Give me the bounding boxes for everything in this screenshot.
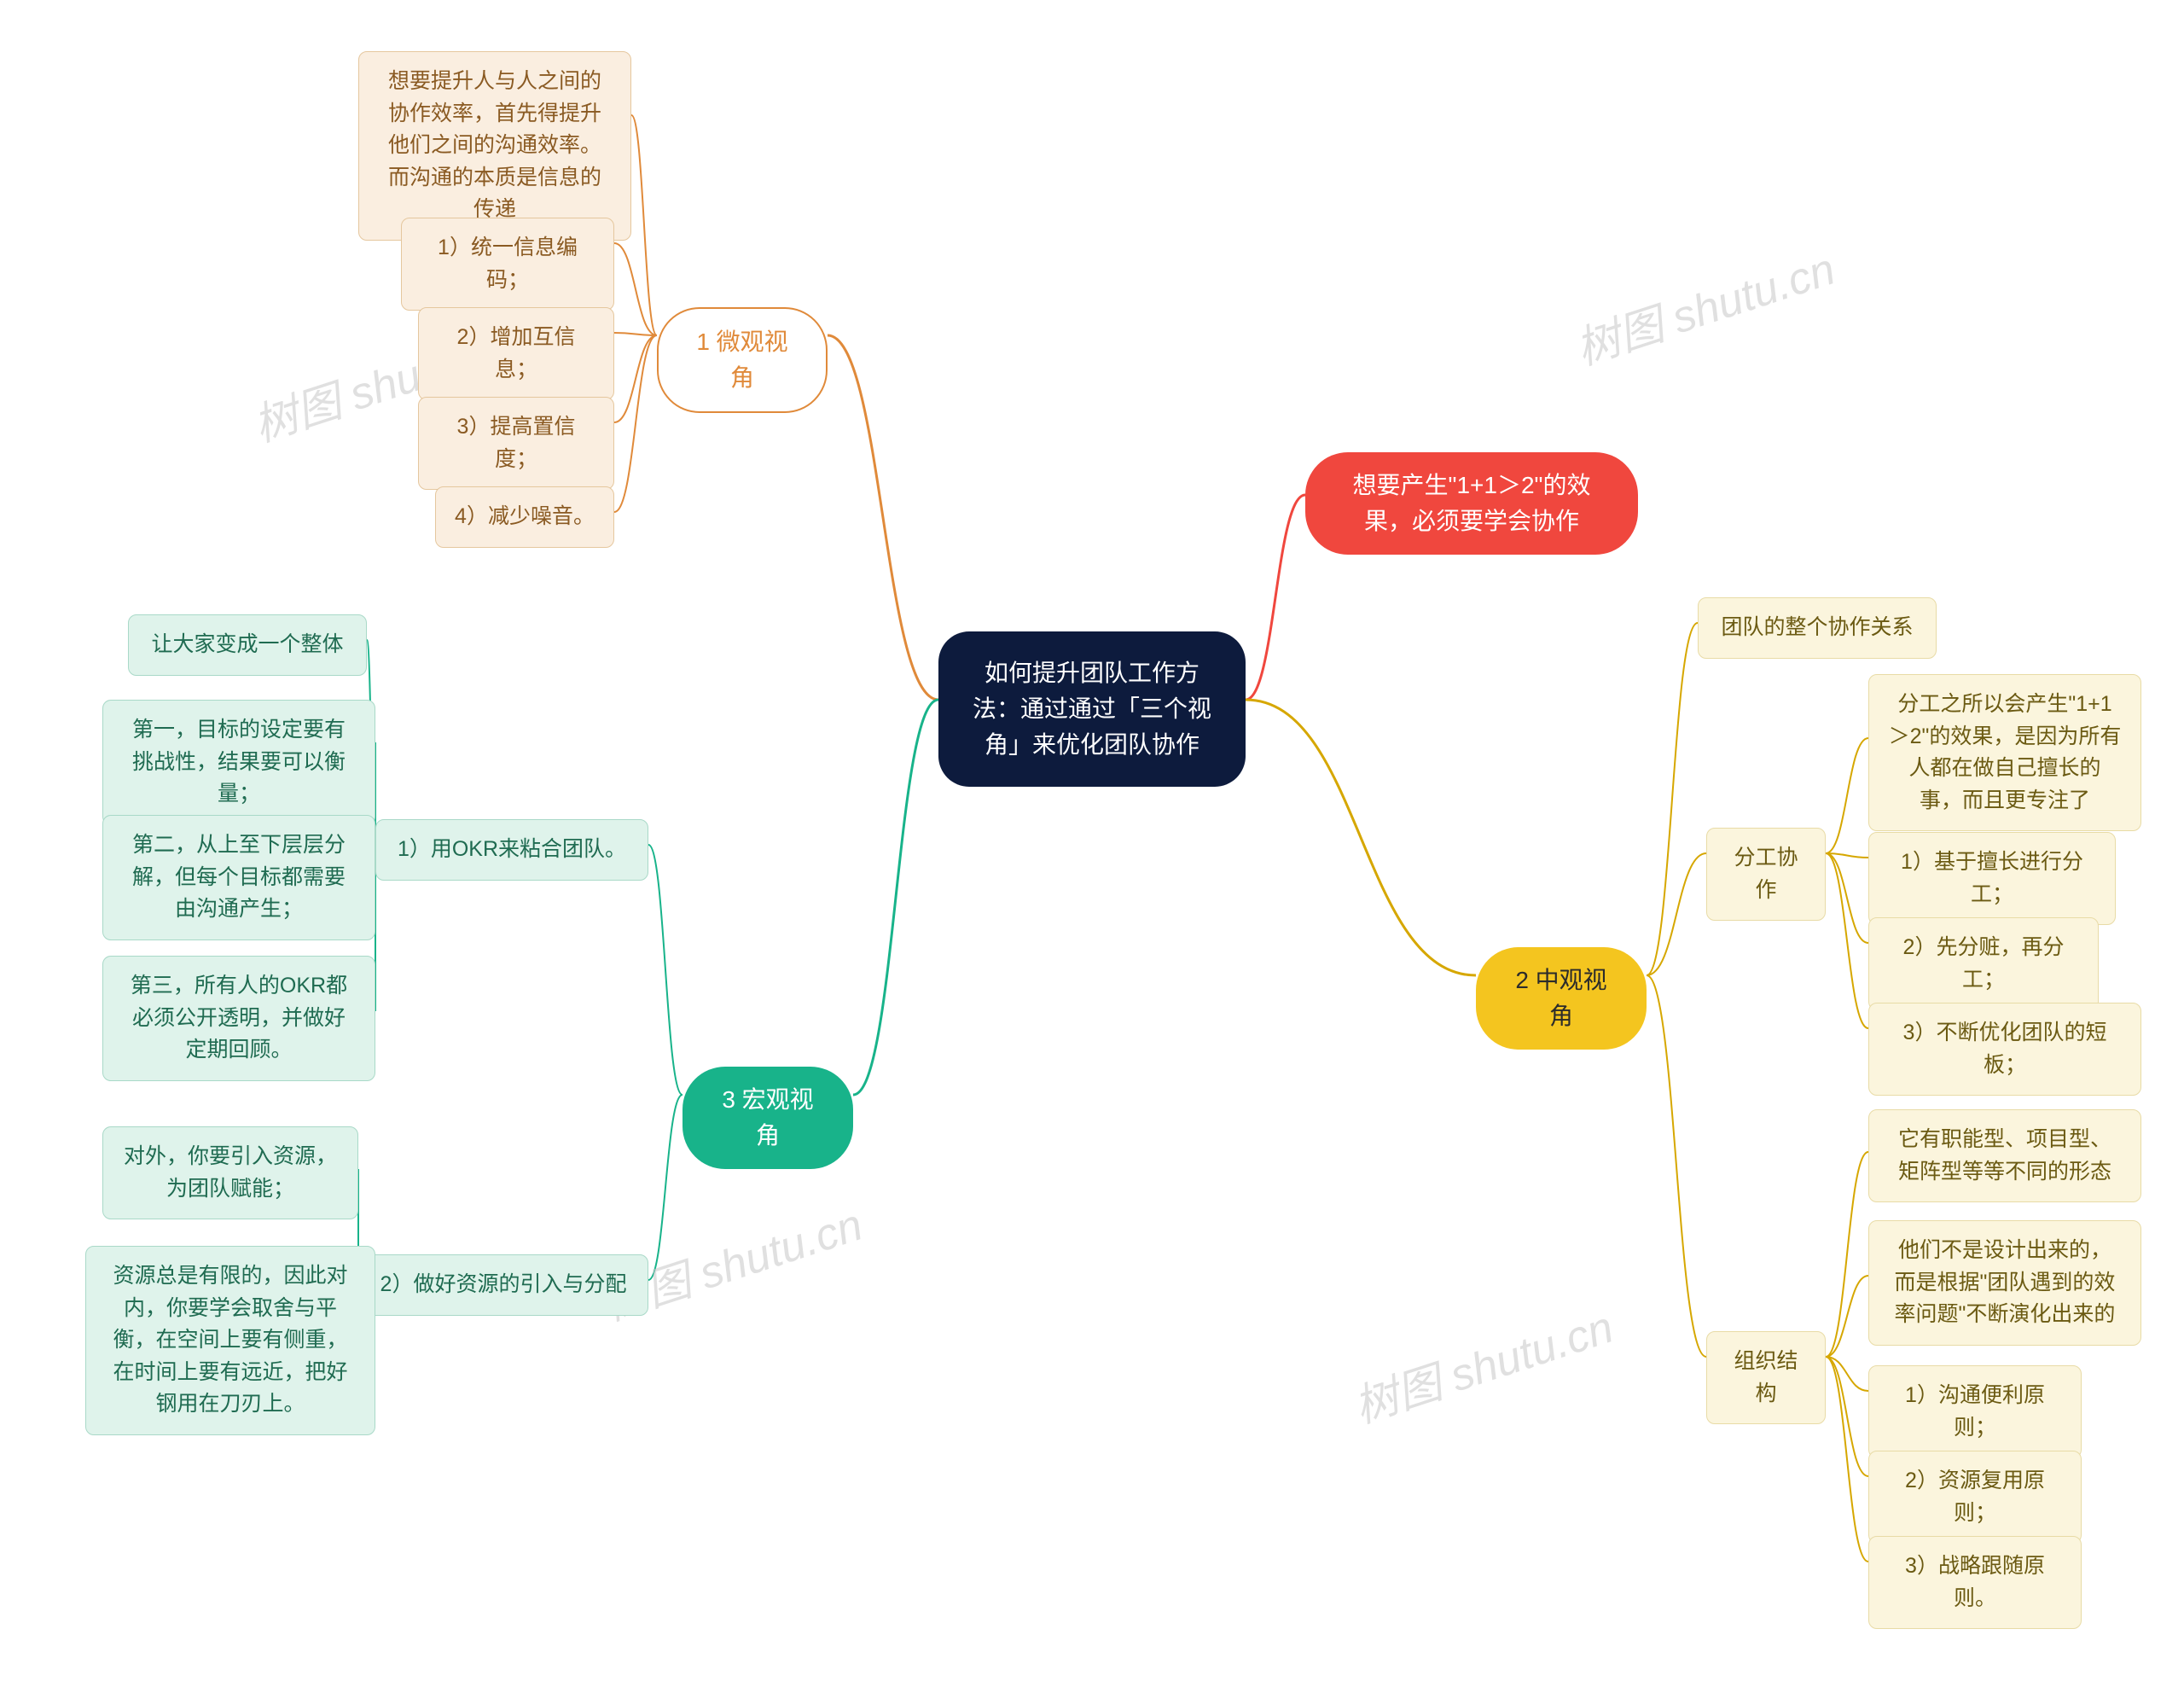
y-bot-1: 它有职能型、项目型、矩阵型等等不同的形态 — [1868, 1109, 2141, 1202]
o5: 4）减少噪音。 — [435, 486, 614, 548]
y-top: 团队的整个协作关系 — [1698, 597, 1937, 659]
y-bot-5: 3）战略跟随原则。 — [1868, 1536, 2082, 1629]
mindmap-canvas: 树图 shutu.cn树图 shutu.cn树图 shutu.cn树图 shut… — [0, 0, 2184, 1687]
watermark: 树图 shutu.cn — [1345, 1291, 1620, 1435]
y-bot-3: 1）沟通便利原则； — [1868, 1365, 2082, 1458]
b-red: 想要产生"1+1＞2"的效果，必须要学会协作 — [1305, 452, 1638, 555]
g-okr-1: 让大家变成一个整体 — [128, 614, 367, 676]
b-yellow: 2 中观视角 — [1476, 947, 1647, 1050]
y-mid: 分工协作 — [1706, 828, 1826, 921]
b-green: 3 宏观视角 — [682, 1067, 853, 1169]
g-okr-3: 第二，从上至下层层分解，但每个目标都需要由沟通产生； — [102, 815, 375, 940]
g-res: 2）做好资源的引入与分配 — [358, 1254, 648, 1316]
y-bot-4: 2）资源复用原则； — [1868, 1451, 2082, 1544]
o2: 1）统一信息编码； — [401, 218, 614, 311]
y-mid-4: 3）不断优化团队的短板； — [1868, 1003, 2141, 1096]
o3: 2）增加互信息； — [418, 307, 614, 400]
y-bot-2: 他们不是设计出来的，而是根据"团队遇到的效率问题"不断演化出来的 — [1868, 1220, 2141, 1346]
center-node: 如何提升团队工作方法：通过通过「三个视角」来优化团队协作 — [938, 631, 1246, 787]
y-mid-3: 2）先分赃，再分工； — [1868, 917, 2099, 1010]
g-okr-4: 第三，所有人的OKR都必须公开透明，并做好定期回顾。 — [102, 956, 375, 1081]
y-mid-2: 1）基于擅长进行分工； — [1868, 832, 2116, 925]
g-res-2: 资源总是有限的，因此对内，你要学会取舍与平衡，在空间上要有侧重，在时间上要有远近… — [85, 1246, 375, 1435]
y-mid-1: 分工之所以会产生"1+1＞2"的效果，是因为所有人都在做自己擅长的事，而且更专注… — [1868, 674, 2141, 831]
b-orange: 1 微观视角 — [657, 307, 828, 413]
o1: 想要提升人与人之间的协作效率，首先得提升他们之间的沟通效率。而沟通的本质是信息的… — [358, 51, 631, 241]
o4: 3）提高置信度； — [418, 397, 614, 490]
y-bot: 组织结构 — [1706, 1331, 1826, 1424]
g-okr: 1）用OKR来粘合团队。 — [375, 819, 648, 881]
g-res-1: 对外，你要引入资源，为团队赋能； — [102, 1126, 358, 1219]
g-okr-2: 第一，目标的设定要有挑战性，结果要可以衡量； — [102, 700, 375, 825]
watermark: 树图 shutu.cn — [1566, 233, 1842, 377]
